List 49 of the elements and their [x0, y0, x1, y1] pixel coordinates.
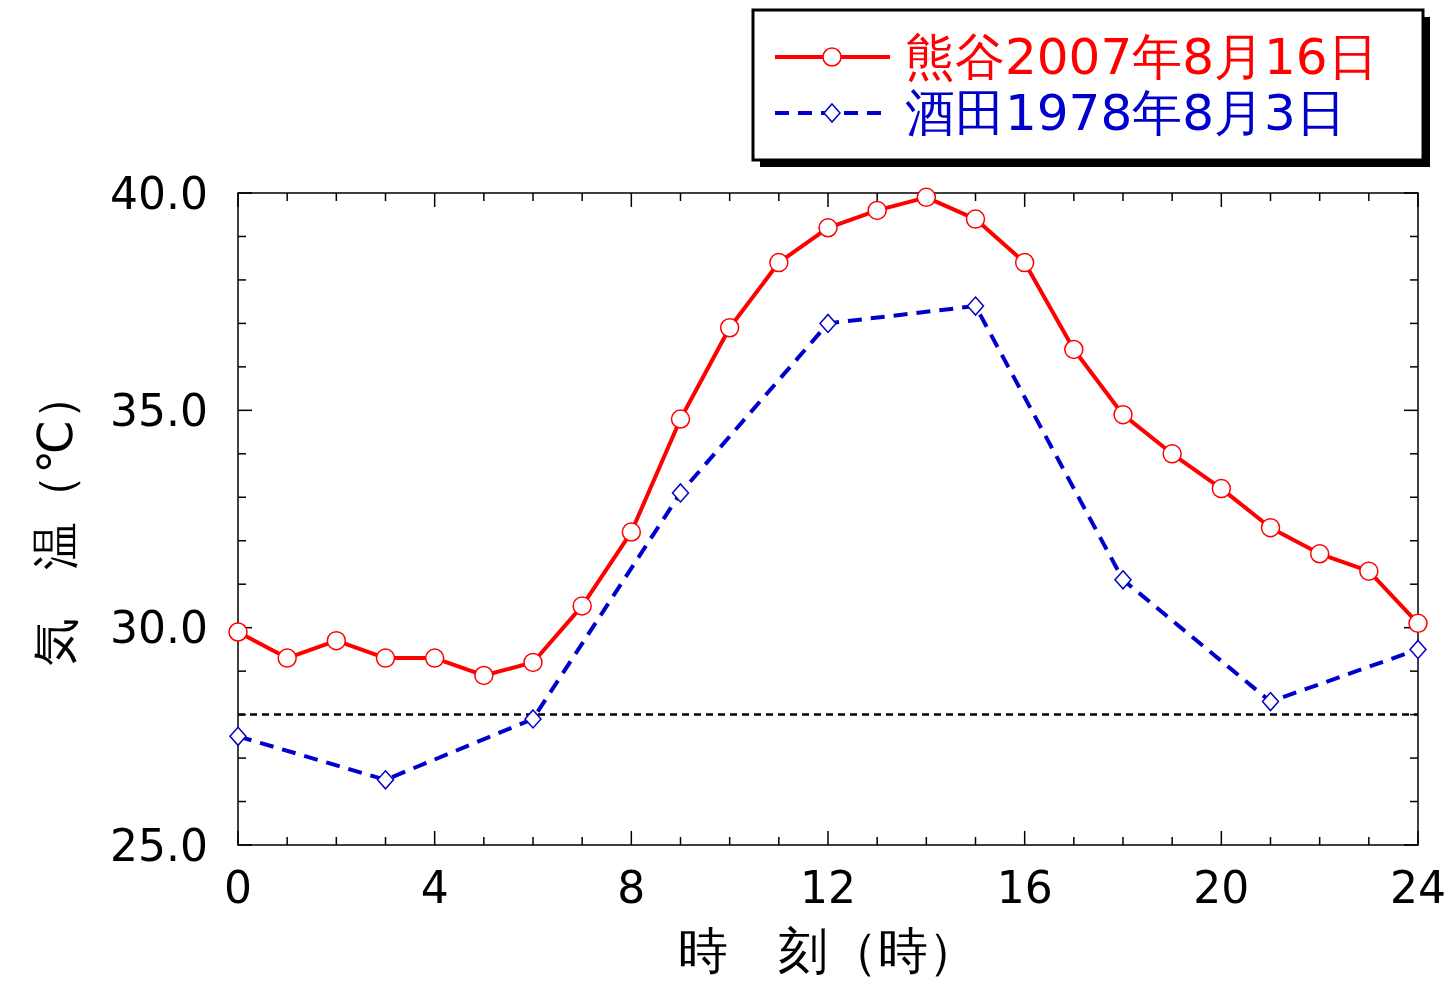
point	[474, 665, 494, 686]
point	[1211, 478, 1232, 499]
legend-label: 酒田1978年8月3日	[905, 84, 1346, 142]
y-tick-label: 25.0	[110, 819, 208, 871]
point	[523, 652, 543, 673]
point	[1064, 339, 1084, 360]
point	[572, 596, 592, 616]
x-tick-label: 12	[800, 862, 856, 913]
point	[1409, 639, 1427, 660]
x-tick-label: 20	[1193, 862, 1250, 913]
x-axis-title: 時 刻（時）	[678, 922, 978, 980]
x-tick-label: 4	[420, 862, 449, 913]
point	[670, 409, 691, 429]
point	[1260, 517, 1281, 538]
point	[916, 187, 937, 208]
x-tick-label: 16	[996, 862, 1053, 913]
point	[229, 726, 247, 747]
point	[1309, 544, 1330, 564]
point	[621, 522, 642, 542]
point	[819, 313, 837, 334]
point	[867, 200, 887, 221]
point	[424, 648, 445, 668]
y-tick-label: 30.0	[110, 602, 208, 654]
point	[375, 648, 396, 668]
point	[965, 209, 986, 229]
point	[277, 648, 297, 668]
point	[376, 770, 395, 790]
y-tick-label: 40.0	[110, 167, 208, 219]
point	[1114, 570, 1132, 590]
point	[524, 709, 542, 729]
y-axis-title: 気 温（℃）	[27, 372, 83, 666]
point	[719, 318, 740, 338]
point	[671, 483, 690, 503]
x-tick-label: 0	[224, 862, 252, 913]
y-tick-label: 35.0	[110, 384, 208, 436]
legend-label: 熊谷2007年8月16日	[905, 28, 1378, 86]
x-tick-label: 8	[617, 862, 646, 913]
point	[966, 296, 985, 316]
point	[818, 218, 838, 238]
point	[326, 630, 347, 651]
point	[228, 622, 248, 642]
x-tick-label: 24	[1390, 862, 1446, 913]
point	[1408, 613, 1428, 634]
point	[769, 252, 789, 273]
point	[1261, 691, 1280, 712]
point	[1014, 252, 1035, 273]
point	[1113, 404, 1133, 425]
point	[1162, 444, 1182, 464]
point	[1359, 561, 1379, 581]
